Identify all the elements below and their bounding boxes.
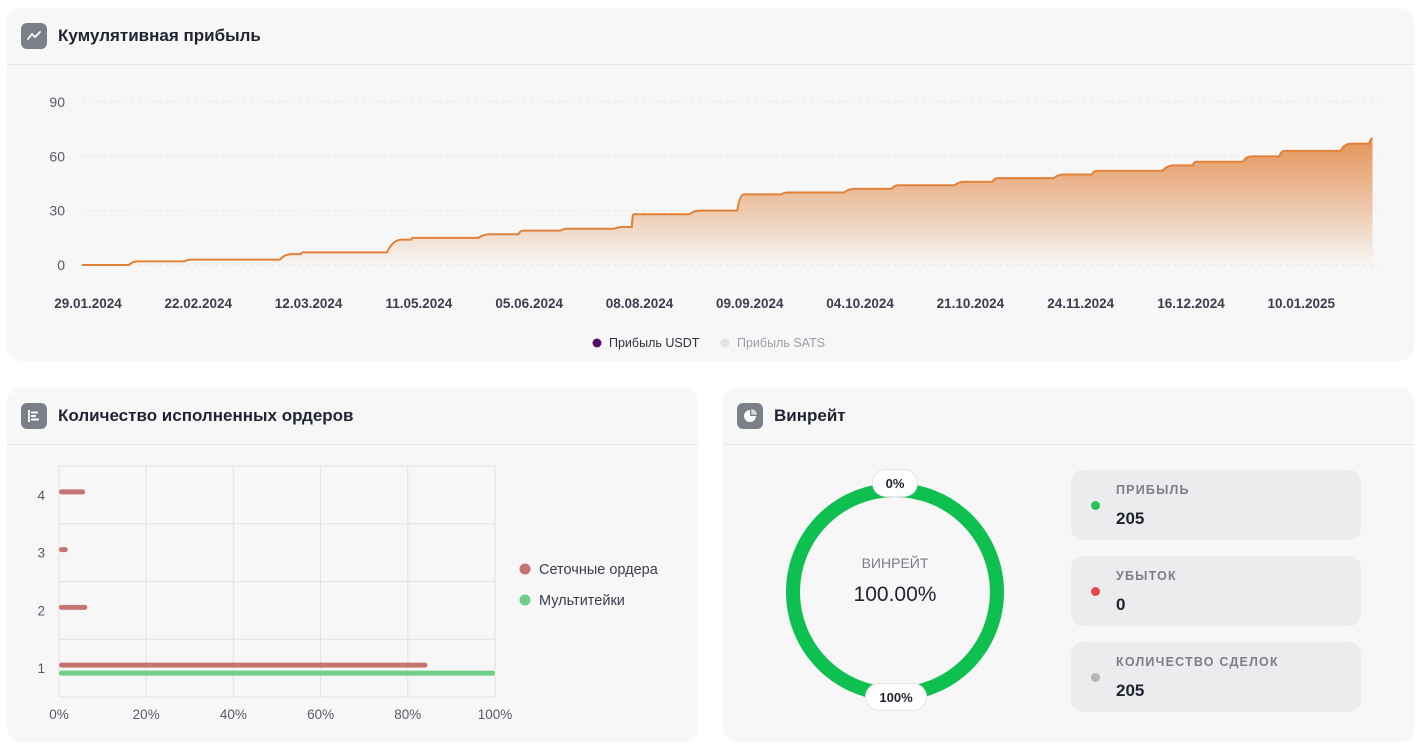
legend-dot bbox=[519, 563, 531, 575]
winrate-bottom-pill: 100% bbox=[866, 684, 926, 710]
cumulative-profit-header: Кумулятивная прибыль bbox=[7, 8, 1414, 65]
orders-header: Количество исполненных ордеров bbox=[7, 388, 698, 445]
winrate-top-pill: 0% bbox=[873, 470, 917, 496]
x-tick-label: 05.06.2024 bbox=[495, 296, 563, 311]
winrate-center-label: ВИНРЕЙТ bbox=[862, 554, 929, 571]
stat-trades-value: 205 bbox=[1116, 681, 1145, 700]
winrate-title: Винрейт bbox=[774, 406, 846, 425]
stat-loss-label: УБЫТОК bbox=[1116, 569, 1177, 583]
orders-chart: 0% 20% 40% 60% 80% 100% 1 2 3 4 Сеточные ордера Мул… bbox=[37, 465, 659, 722]
x-tick-label: 80% bbox=[394, 707, 421, 722]
bar-chart-icon bbox=[21, 403, 47, 429]
y-tick-label: 4 bbox=[37, 488, 45, 503]
bar-grid-orders bbox=[59, 662, 428, 668]
legend-label: Мультитейки bbox=[539, 593, 625, 609]
legend-dot bbox=[592, 338, 602, 348]
cumulative-profit-title: Кумулятивная прибыль bbox=[58, 26, 261, 45]
bar-multitakes bbox=[59, 670, 495, 676]
y-tick-label: 90 bbox=[49, 94, 65, 110]
y-tick-label: 3 bbox=[37, 546, 45, 561]
bar-grid-orders bbox=[59, 547, 68, 553]
y-tick-label: 0 bbox=[57, 257, 65, 273]
x-tick-label: 11.05.2024 bbox=[385, 296, 452, 311]
x-tick-label: 12.03.2024 bbox=[275, 296, 343, 311]
x-tick-label: 0% bbox=[49, 707, 69, 722]
stat-profit-label: ПРИБЫЛЬ bbox=[1116, 483, 1190, 497]
legend-dot bbox=[519, 594, 531, 606]
x-tick-label: 09.09.2024 bbox=[716, 296, 784, 311]
y-tick-label: 1 bbox=[37, 661, 45, 676]
x-tick-label: 22.02.2024 bbox=[165, 296, 233, 311]
y-tick-label: 60 bbox=[49, 148, 65, 164]
legend-label: Прибыль SATS bbox=[737, 336, 825, 350]
bar-grid-orders bbox=[59, 604, 88, 610]
orders-card: Количество исполненных ордеров 0% 20% 40% 6… bbox=[7, 388, 698, 742]
y-tick-label: 30 bbox=[49, 203, 65, 219]
x-tick-label: 29.01.2024 bbox=[54, 296, 122, 311]
x-tick-label: 60% bbox=[307, 707, 334, 722]
x-tick-label: 16.12.2024 bbox=[1157, 296, 1225, 311]
x-tick-label: 40% bbox=[220, 707, 247, 722]
bar-grid-orders bbox=[59, 489, 86, 495]
orders-title: Количество исполненных ордеров bbox=[58, 406, 354, 425]
winrate-center-value: 100.00% bbox=[854, 583, 937, 606]
stat-trades: КОЛИЧЕСТВО СДЕЛОК 205 bbox=[1071, 642, 1361, 712]
cumulative-profit-card: Кумулятивная прибыль 0 30 60 90 29.01.2024 22… bbox=[7, 8, 1414, 361]
area-fill bbox=[82, 138, 1373, 265]
winrate-card: Винрейт ВИНРЕЙТ 100.00% 0% 100% ПРИБЫЛЬ … bbox=[723, 388, 1414, 742]
stat-loss: УБЫТОК 0 bbox=[1071, 556, 1361, 626]
x-tick-label: 10.01.2025 bbox=[1268, 296, 1336, 311]
series-line-usdt bbox=[82, 137, 1373, 266]
pie-chart-icon bbox=[737, 403, 763, 429]
legend-dot bbox=[720, 338, 730, 348]
x-tick-label: 04.10.2024 bbox=[826, 296, 894, 311]
x-tick-label: 08.08.2024 bbox=[606, 296, 674, 311]
x-tick-label: 21.10.2024 bbox=[937, 296, 1005, 311]
legend-label: Прибыль USDT bbox=[609, 336, 700, 350]
stat-loss-value: 0 bbox=[1116, 595, 1126, 614]
x-tick-label: 100% bbox=[478, 707, 513, 722]
y-tick-label: 2 bbox=[37, 603, 45, 618]
x-tick-label: 24.11.2024 bbox=[1047, 296, 1114, 311]
stat-loss-dot bbox=[1091, 587, 1100, 596]
x-tick-label: 20% bbox=[133, 707, 160, 722]
stat-profit: ПРИБЫЛЬ 205 bbox=[1071, 470, 1361, 540]
stat-trades-dot bbox=[1091, 673, 1100, 682]
stat-trades-label: КОЛИЧЕСТВО СДЕЛОК bbox=[1116, 655, 1279, 669]
cumulative-profit-chart: 0 30 60 90 29.01.2024 22.02.2024 12.03.2024 11.… bbox=[49, 94, 1379, 350]
legend-label: Сеточные ордера bbox=[539, 562, 659, 578]
winrate-header: Винрейт bbox=[723, 388, 1414, 445]
stat-profit-dot bbox=[1091, 501, 1100, 510]
stat-profit-value: 205 bbox=[1116, 509, 1145, 528]
line-chart-icon bbox=[21, 23, 47, 49]
